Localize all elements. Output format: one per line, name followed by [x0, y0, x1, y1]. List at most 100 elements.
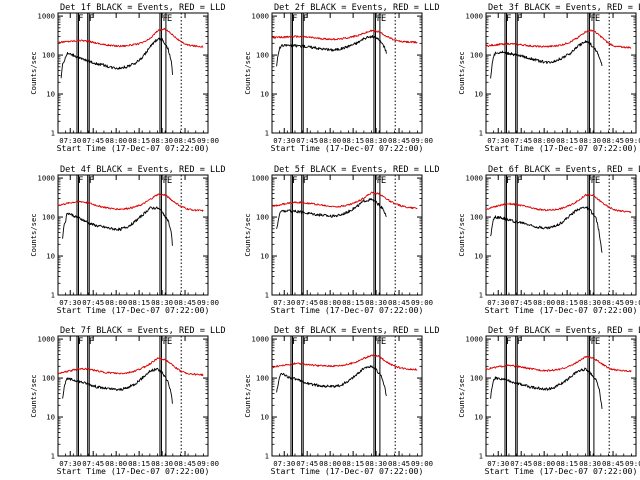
x-axis-label: Start Time (17-Dec-07 07:22:00) — [485, 143, 638, 153]
time-marker-label: E — [595, 14, 600, 24]
y-tick-label: 1 — [51, 452, 55, 461]
y-tick-label: 1 — [51, 291, 55, 300]
x-axis-label: Start Time (17-Dec-07 07:22:00) — [485, 466, 638, 476]
x-tick-label: 08:00 — [105, 298, 127, 307]
y-tick-label: 100 — [42, 374, 55, 383]
y-tick-label: 100 — [470, 213, 483, 222]
y-tick-label: 10 — [260, 413, 269, 422]
x-tick-label: 08:30 — [579, 459, 601, 468]
y-tick-label: 1 — [479, 452, 483, 461]
time-marker-label: F — [162, 14, 167, 24]
y-tick-label: 1000 — [465, 335, 483, 344]
x-tick-label: 09:00 — [197, 459, 219, 468]
lld-series-line — [485, 29, 632, 49]
x-tick-label: 09:00 — [197, 136, 219, 145]
time-marker-label: F — [590, 176, 595, 186]
x-tick-label: 09:00 — [411, 298, 433, 307]
events-series-line — [490, 40, 603, 79]
y-tick-label: 100 — [256, 51, 269, 60]
x-axis-label: Start Time (17-Dec-07 07:22:00) — [271, 305, 424, 315]
time-marker-label: F — [292, 337, 297, 347]
time-marker-label: E — [381, 14, 386, 24]
time-marker-label: E — [167, 14, 172, 24]
panel-title: Det 1f BLACK = Events, RED = LLD — [60, 3, 226, 13]
events-series-line — [490, 367, 603, 409]
x-tick-label: 08:15 — [128, 459, 150, 468]
x-tick-label: 08:15 — [556, 298, 578, 307]
y-axis-label: Counts/sec — [29, 374, 38, 417]
time-marker-label: F — [517, 14, 522, 24]
panel-det-6: Det 6f BLACK = Events, RED = LLD 1 10 100 10… — [457, 165, 640, 315]
time-marker-label: F — [303, 14, 308, 24]
x-tick-label: 07:30 — [487, 298, 509, 307]
y-tick-label: 1000 — [251, 12, 269, 21]
x-tick-label: 07:30 — [273, 459, 295, 468]
x-tick-label: 07:45 — [510, 459, 532, 468]
time-marker-label: F — [303, 176, 308, 186]
time-marker-label: F — [89, 14, 94, 24]
y-tick-label: 10 — [474, 413, 483, 422]
x-tick-label: 08:45 — [388, 459, 410, 468]
x-tick-label: 08:45 — [174, 298, 196, 307]
panel-det-3: Det 3f BLACK = Events, RED = LLD 1 10 100 10… — [457, 3, 640, 153]
y-tick-label: 1000 — [251, 335, 269, 344]
y-axis-label: Counts/sec — [243, 213, 252, 256]
x-tick-label: 08:45 — [602, 459, 624, 468]
x-tick-label: 08:45 — [602, 298, 624, 307]
x-tick-label: 08:15 — [556, 136, 578, 145]
x-tick-label: 08:45 — [174, 459, 196, 468]
time-marker-label: F — [78, 176, 83, 186]
panel-det-4: Det 4f BLACK = Events, RED = LLD 1 10 100 10… — [29, 165, 226, 315]
plot-frame — [57, 174, 209, 296]
x-tick-label: 08:00 — [319, 298, 341, 307]
y-axis-label: Counts/sec — [457, 374, 466, 417]
plot-frame — [485, 335, 637, 457]
x-tick-label: 09:00 — [625, 459, 640, 468]
x-tick-label: 07:30 — [59, 136, 81, 145]
time-marker-label: F — [376, 337, 381, 347]
y-tick-label: 1000 — [465, 12, 483, 21]
lld-series-line — [271, 354, 418, 371]
plot-frame — [485, 174, 637, 296]
x-tick-label: 07:45 — [296, 298, 318, 307]
y-tick-label: 1 — [479, 291, 483, 300]
y-tick-label: 1000 — [465, 174, 483, 183]
y-tick-label: 1 — [265, 452, 269, 461]
x-tick-label: 08:45 — [602, 136, 624, 145]
x-tick-label: 07:45 — [296, 136, 318, 145]
lld-series-line — [272, 29, 418, 44]
x-axis-label: Start Time (17-Dec-07 07:22:00) — [57, 466, 210, 476]
x-axis-label: Start Time (17-Dec-07 07:22:00) — [271, 143, 424, 153]
x-tick-label: 07:45 — [510, 136, 532, 145]
x-tick-label: 09:00 — [411, 136, 433, 145]
lld-series-line — [57, 357, 204, 377]
plot-frame — [271, 174, 423, 296]
panel-title: Det 8f BLACK = Events, RED = LLD — [274, 326, 440, 336]
y-axis-label: Counts/sec — [29, 213, 38, 256]
x-tick-label: 08:30 — [151, 459, 173, 468]
x-tick-label: 08:00 — [105, 136, 127, 145]
panel-det-9: Det 9f BLACK = Events, RED = LLD 1 10 100 10… — [457, 326, 640, 476]
time-marker-label: F — [292, 176, 297, 186]
y-tick-label: 100 — [470, 51, 483, 60]
time-marker-label: F — [162, 176, 167, 186]
time-marker-label: F — [376, 14, 381, 24]
time-marker-label: E — [167, 337, 172, 347]
x-tick-label: 07:45 — [82, 459, 104, 468]
x-tick-label: 08:45 — [388, 136, 410, 145]
panel-title: Det 9f BLACK = Events, RED = LLD — [488, 326, 640, 336]
y-axis-label: Counts/sec — [457, 51, 466, 94]
x-tick-label: 07:45 — [82, 136, 104, 145]
time-marker-label: F — [78, 337, 83, 347]
panel-title: Det 4f BLACK = Events, RED = LLD — [60, 165, 226, 175]
x-tick-label: 07:45 — [296, 459, 318, 468]
events-series-line — [62, 206, 173, 246]
time-marker-label: F — [376, 176, 381, 186]
y-tick-label: 10 — [46, 252, 55, 261]
panel-det-1: Det 1f BLACK = Events, RED = LLD 1 10 100 10… — [29, 3, 226, 153]
time-marker-label: F — [89, 337, 94, 347]
time-marker-label: F — [590, 337, 595, 347]
x-tick-label: 07:30 — [487, 459, 509, 468]
y-axis-label: Counts/sec — [29, 51, 38, 94]
